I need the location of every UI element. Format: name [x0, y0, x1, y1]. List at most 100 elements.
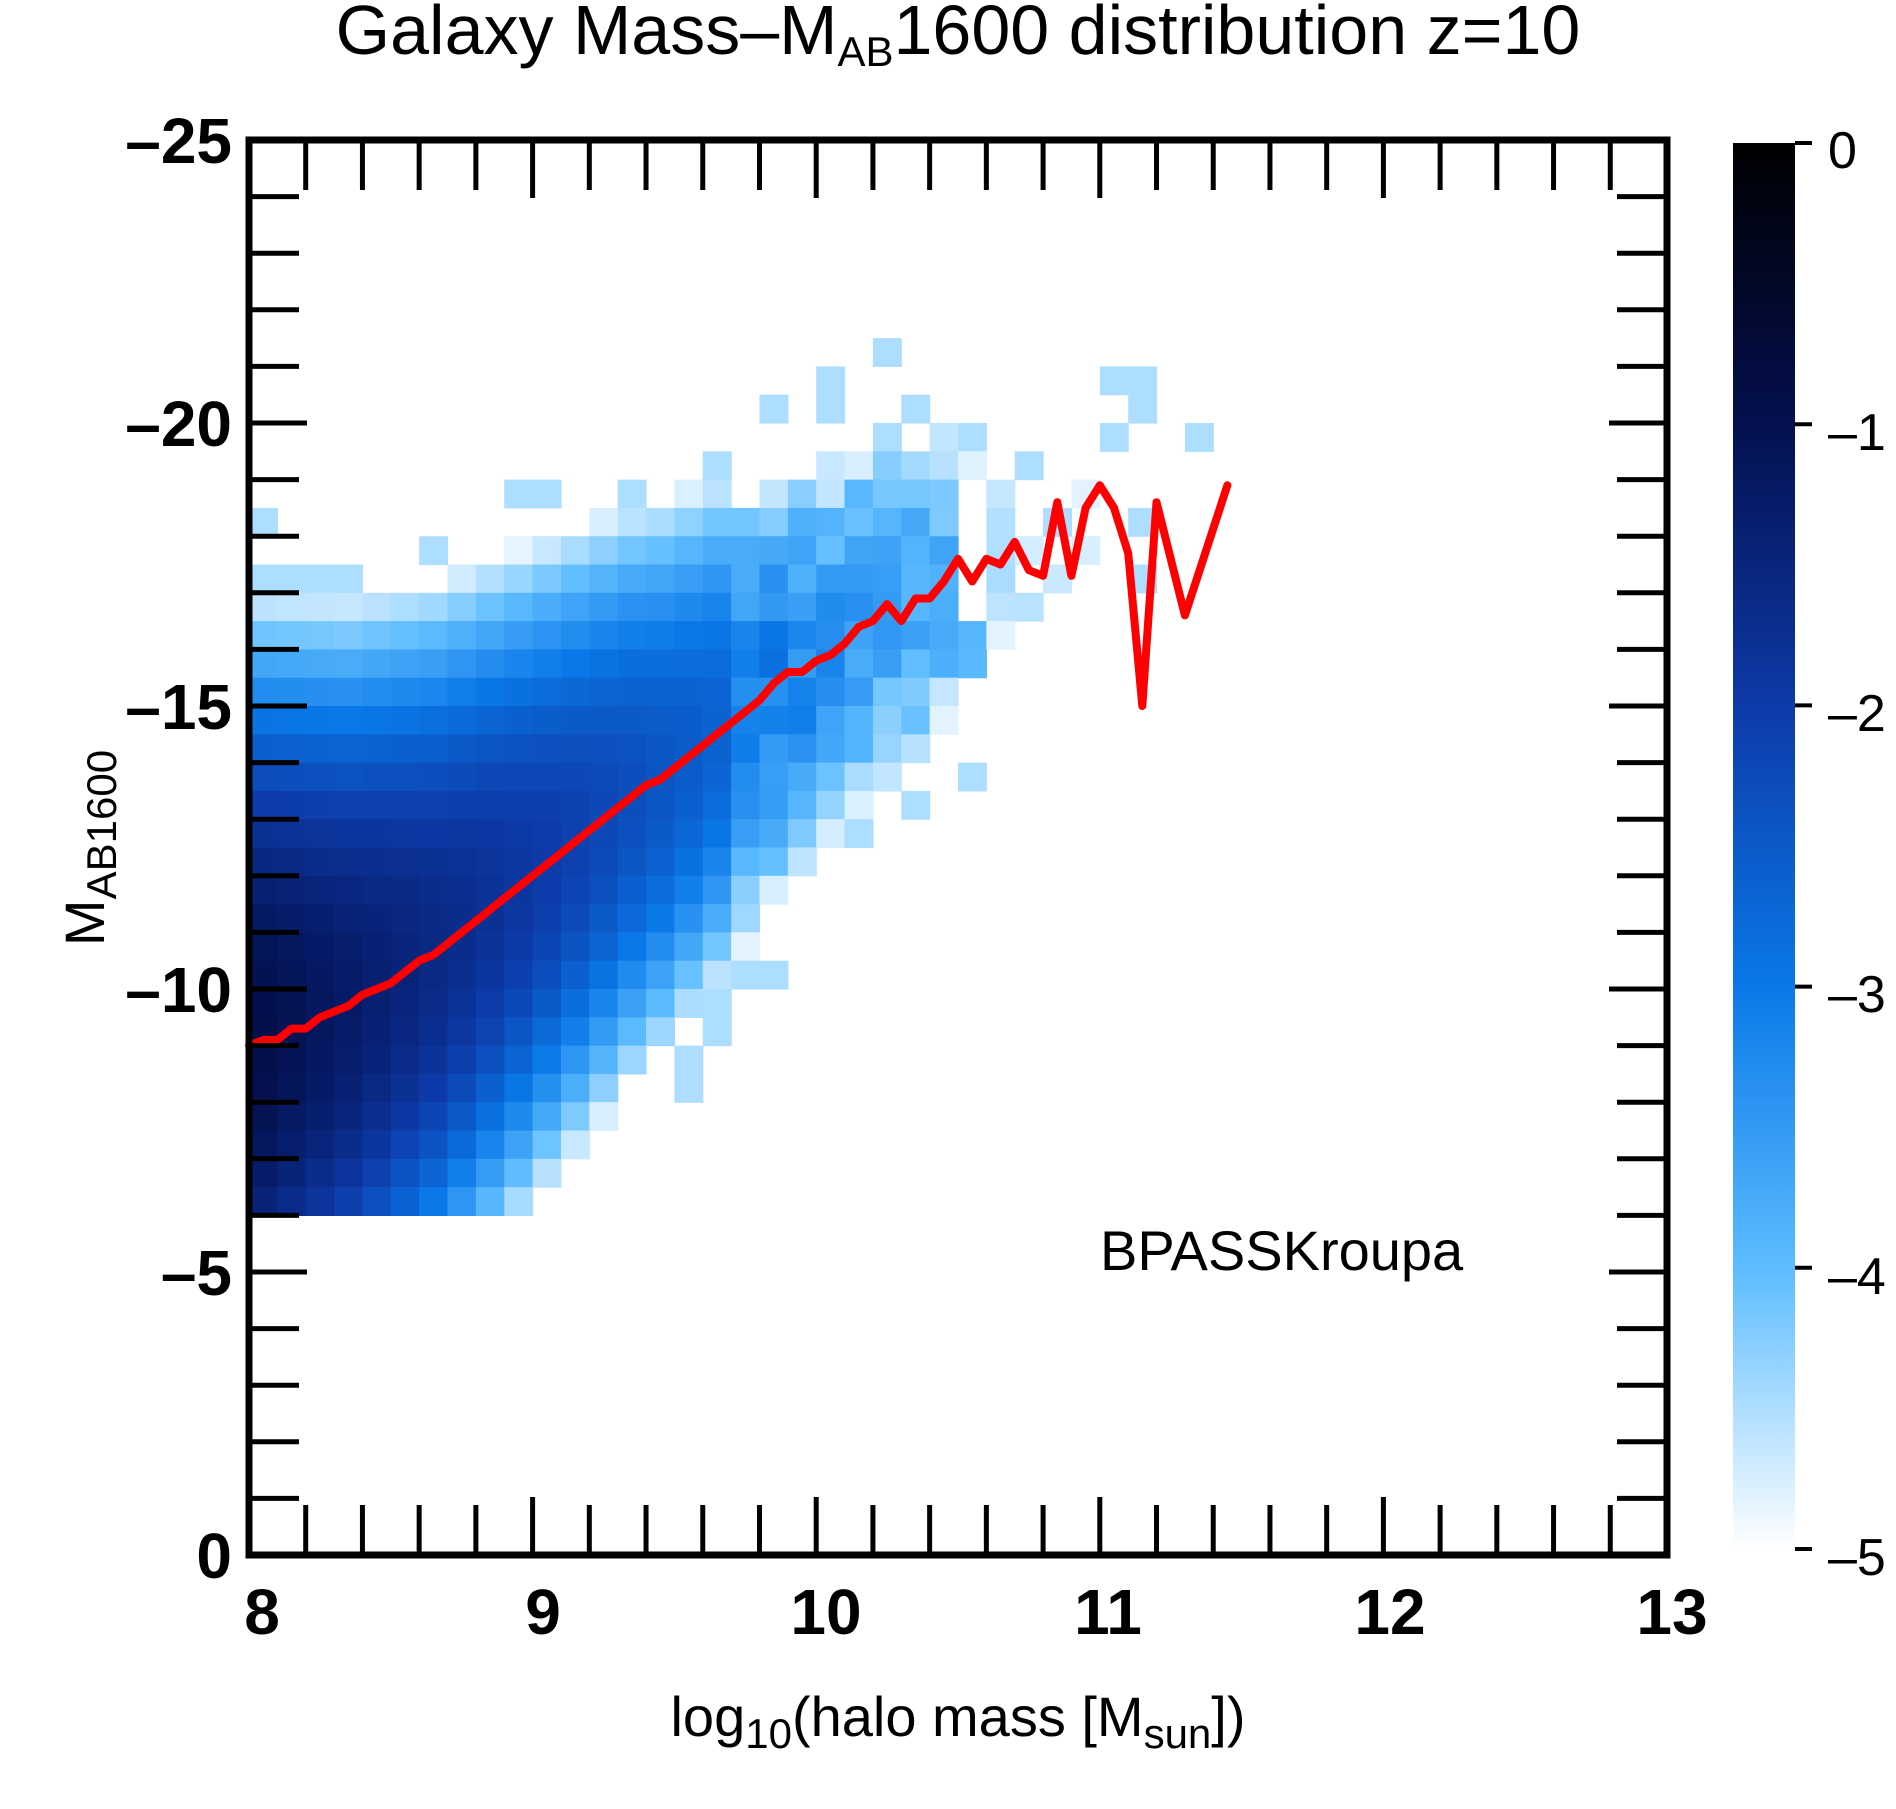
heatmap-cell: [419, 847, 449, 877]
plot-frame: [245, 136, 1671, 1559]
heatmap-cell: [475, 1017, 505, 1047]
heatmap-cell: [475, 564, 505, 594]
heatmap-cell: [419, 762, 449, 792]
heatmap-cell: [589, 621, 619, 650]
heatmap-cell: [816, 366, 846, 396]
heatmap-cell: [305, 960, 335, 990]
heatmap-cell: [816, 536, 846, 566]
heatmap-cell: [844, 649, 874, 679]
heatmap-cell: [844, 706, 874, 735]
heatmap-cell: [589, 536, 619, 566]
heatmap-cell: [532, 904, 562, 933]
heatmap-cell: [674, 592, 704, 622]
heatmap-cell: [872, 762, 902, 792]
heatmap-cell: [419, 592, 449, 622]
heatmap-cell: [646, 621, 675, 650]
heatmap-cell: [390, 904, 420, 933]
heatmap-cell: [419, 536, 449, 566]
heatmap-cell: [787, 734, 817, 764]
heatmap-cell: [816, 479, 846, 509]
heatmap-cell: [475, 989, 505, 1018]
heatmap-cell: [901, 677, 931, 707]
heatmap-cell: [844, 762, 874, 792]
heatmap-cell: [362, 1187, 392, 1216]
colorbar-tick-label: –1: [1828, 404, 1886, 462]
heatmap-cell: [646, 649, 675, 679]
heatmap-cell: [702, 1017, 732, 1047]
heatmap-cell: [589, 1017, 619, 1047]
heatmap-cell: [901, 649, 931, 679]
heatmap-cell: [277, 847, 307, 877]
heatmap-cell: [560, 1017, 590, 1047]
heatmap-cell: [986, 621, 1016, 650]
heatmap-cell: [560, 1130, 590, 1160]
heatmap-cell: [872, 734, 902, 764]
y-tick-label: –25: [125, 105, 232, 177]
heatmap-cell: [589, 507, 619, 537]
heatmap-cell: [390, 790, 420, 820]
heatmap-cell: [249, 875, 278, 905]
heatmap-cell: [589, 1045, 619, 1075]
heatmap-cell: [305, 706, 335, 735]
heatmap-cell: [532, 621, 562, 650]
heatmap-cell: [787, 677, 817, 707]
heatmap-cell: [305, 734, 335, 764]
heatmap-cell: [334, 677, 364, 707]
heatmap-cell: [646, 847, 675, 877]
heatmap-cell: [532, 960, 562, 990]
heatmap-cell: [646, 790, 675, 820]
heatmap-cell: [872, 621, 902, 650]
heatmap-cell: [277, 989, 307, 1018]
heatmap-cell: [674, 1073, 704, 1103]
heatmap-cell: [305, 677, 335, 707]
heatmap-cell: [617, 1017, 647, 1047]
heatmap-cell: [674, 479, 704, 509]
heatmap-cell: [249, 960, 278, 990]
heatmap-cell: [390, 706, 420, 735]
heatmap-cell: [901, 564, 931, 594]
heatmap-cell: [787, 621, 817, 650]
heatmap-cell: [504, 932, 534, 962]
heatmap-cell: [646, 734, 675, 764]
heatmap-cell: [419, 1045, 449, 1075]
heatmap-cell: [872, 423, 902, 452]
heatmap-cell: [816, 451, 846, 481]
heatmap-cell: [929, 507, 959, 537]
heatmap-cell: [674, 875, 704, 905]
heatmap-cell: [362, 819, 392, 849]
heatmap-cell: [419, 1187, 449, 1216]
heatmap-cell: [334, 1045, 364, 1075]
heatmap-cell: [872, 451, 902, 481]
y-tick-labels: 0 –5 –10 –15 –20 –25: [125, 105, 232, 1592]
heatmap-cell: [419, 1073, 449, 1103]
heatmap-cell: [787, 507, 817, 537]
heatmap-cell: [277, 790, 307, 820]
heatmap-cell: [475, 762, 505, 792]
heatmap-cell: [759, 564, 789, 594]
heatmap-cell: [249, 507, 278, 537]
heatmap-cell: [334, 932, 364, 962]
heatmap-cell: [475, 592, 505, 622]
heatmap-cell: [759, 734, 789, 764]
heatmap-cell: [787, 762, 817, 792]
heatmap-cell: [334, 875, 364, 905]
heatmap-cell: [844, 734, 874, 764]
heatmap-cell: [390, 1045, 420, 1075]
heatmap-cell: [617, 904, 647, 933]
heatmap-cell: [844, 819, 874, 849]
heatmap-cell: [617, 677, 647, 707]
heatmap-cell: [419, 1130, 449, 1160]
heatmap-cell: [475, 1045, 505, 1075]
heatmap-cell: [504, 762, 534, 792]
heatmap-cell: [447, 649, 477, 679]
y-tick-label: –5: [161, 1237, 232, 1309]
heatmap-cell: [702, 960, 732, 990]
heatmap-cell: [362, 1045, 392, 1075]
heatmap-cell: [759, 621, 789, 650]
heatmap-cell: [475, 1130, 505, 1160]
heatmap-cell: [589, 989, 619, 1018]
heatmap-cell: [532, 1073, 562, 1103]
heatmap-cell: [447, 677, 477, 707]
heatmap-cell: [560, 621, 590, 650]
heatmap-cell: [674, 564, 704, 594]
